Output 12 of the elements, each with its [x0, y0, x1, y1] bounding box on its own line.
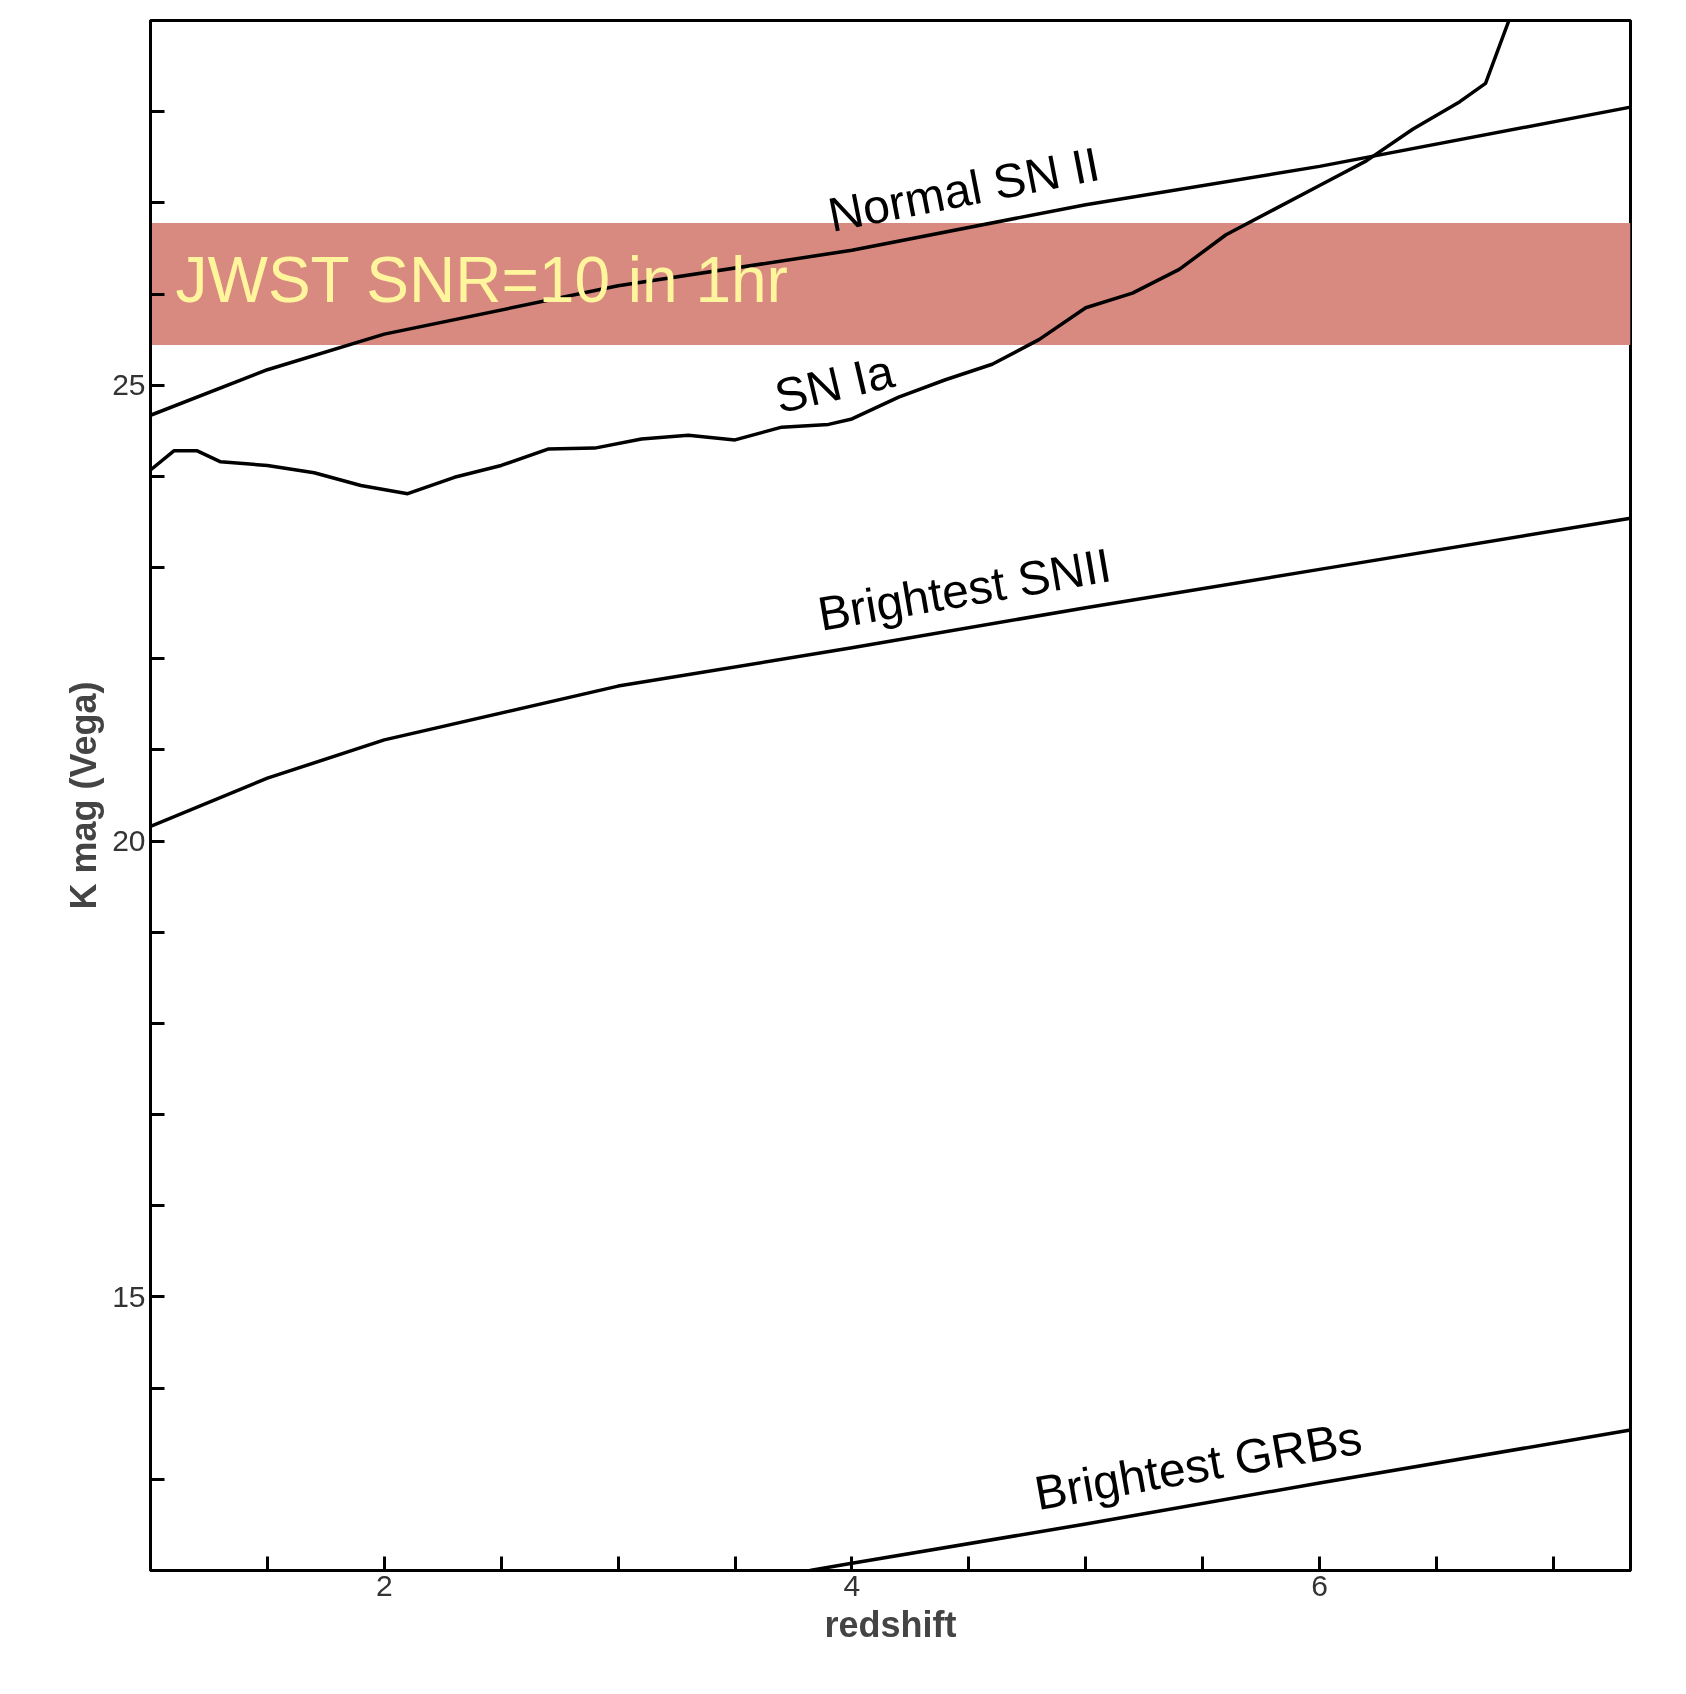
text: Brightest SNII: [813, 538, 1115, 641]
text: Normal SN II: [823, 137, 1104, 242]
y-axis-title: K mag (Vega): [63, 681, 105, 910]
x-tick-label: 2: [375, 1568, 393, 1602]
x-axis-title: redshift: [824, 1603, 957, 1645]
y-tick-label: 20: [112, 824, 146, 858]
text: Brightest GRBs: [1030, 1410, 1366, 1521]
x-tick-label: 4: [843, 1568, 861, 1602]
x-tick-label: 6: [1311, 1568, 1328, 1602]
y-tick-label: 15: [112, 1279, 146, 1313]
y-tick-label: 25: [112, 368, 146, 402]
text: SN Ia: [769, 344, 899, 424]
